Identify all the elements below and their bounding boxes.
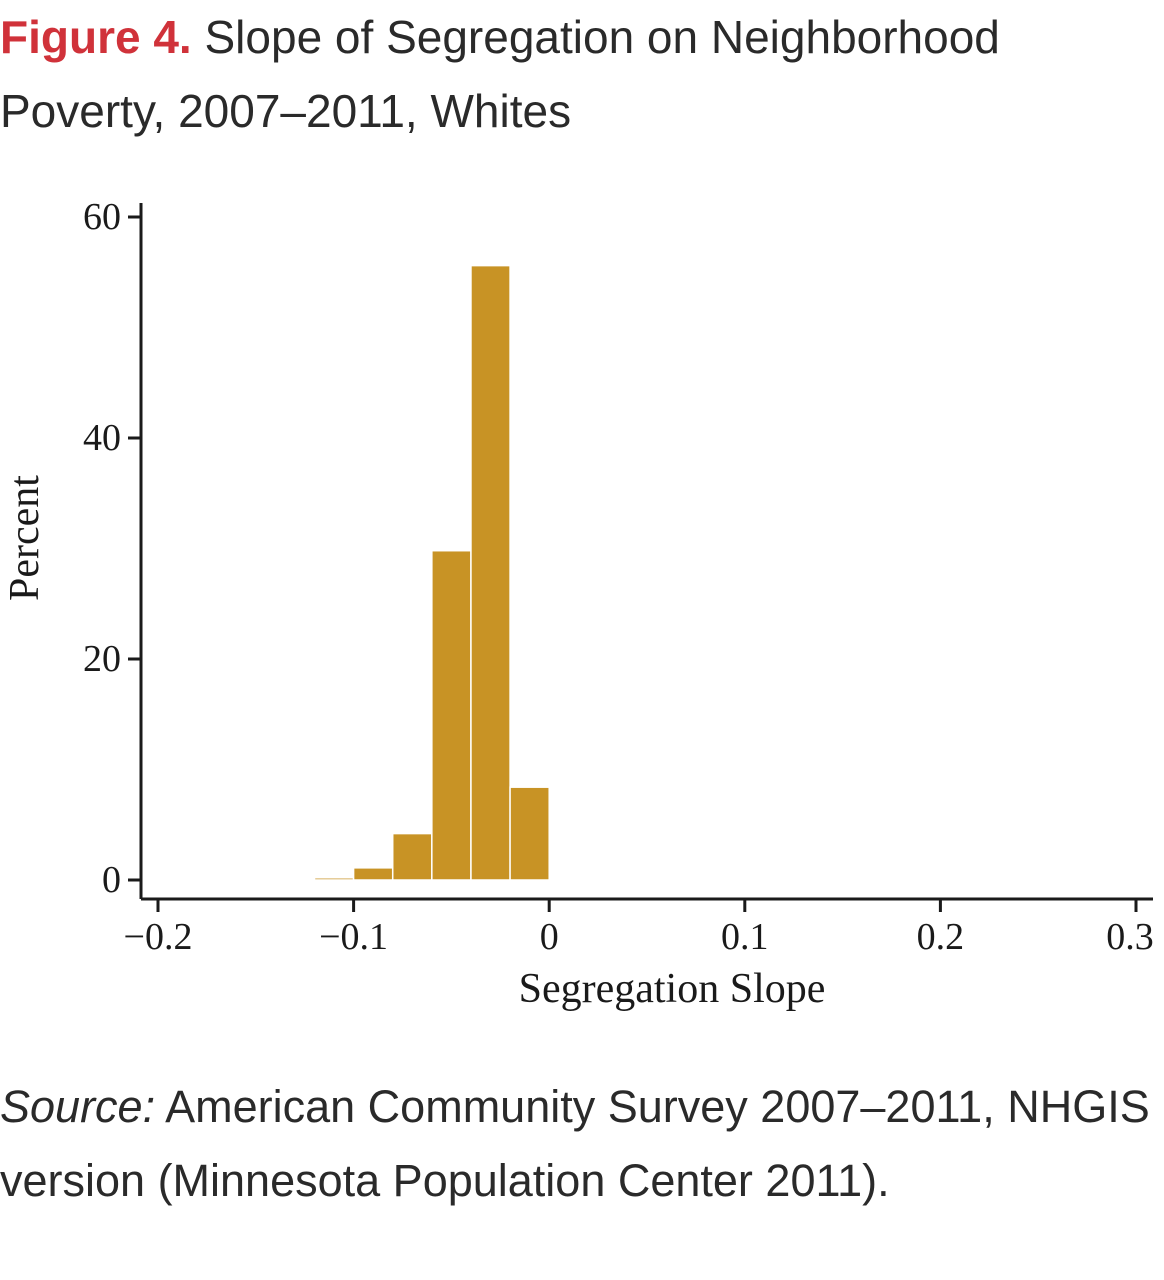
- x-axis-title: Segregation Slope: [519, 966, 826, 1012]
- source-note: Source: American Community Survey 2007–2…: [0, 1070, 1164, 1218]
- y-tick-label: 40: [83, 417, 121, 459]
- y-tick-label: 60: [83, 196, 121, 238]
- y-axis-title: Percent: [2, 475, 48, 601]
- histogram-bar-4: [470, 264, 511, 881]
- x-tick-label: 0.2: [917, 916, 965, 958]
- x-tick-label: −0.2: [124, 916, 193, 958]
- histogram-bar-3: [431, 549, 472, 881]
- histogram-chart: 0 20 40 60 −0.2 −0.1 0 0.1 0.2 0.3 Percent Segre…: [2, 196, 1154, 1012]
- x-tick-label: 0: [540, 916, 559, 958]
- figure-label: Figure 4.: [0, 11, 192, 63]
- figure-caption: Figure 4. Slope of Segregation on Neighb…: [0, 0, 1164, 148]
- x-axis-ticks: −0.2 −0.1 0 0.1 0.2 0.3: [124, 899, 1154, 958]
- y-tick-label: 20: [83, 638, 121, 680]
- histogram-bar-2: [391, 832, 433, 881]
- bars-group: [313, 264, 550, 881]
- histogram-bar-0: [313, 877, 355, 881]
- x-tick-label: 0.3: [1106, 916, 1154, 958]
- source-label: Source:: [0, 1081, 156, 1132]
- histogram-bar-1: [352, 867, 394, 881]
- y-tick-label: 0: [102, 859, 121, 901]
- histogram-bar-5: [509, 786, 550, 881]
- y-axis-ticks: 0 20 40 60: [83, 196, 141, 901]
- x-tick-label: −0.1: [319, 916, 388, 958]
- figure-caption-text: Slope of Segregation on Neighborhood Pov…: [0, 11, 1000, 137]
- x-tick-label: 0.1: [721, 916, 769, 958]
- source-text: American Community Survey 2007–2011, NHG…: [0, 1081, 1150, 1206]
